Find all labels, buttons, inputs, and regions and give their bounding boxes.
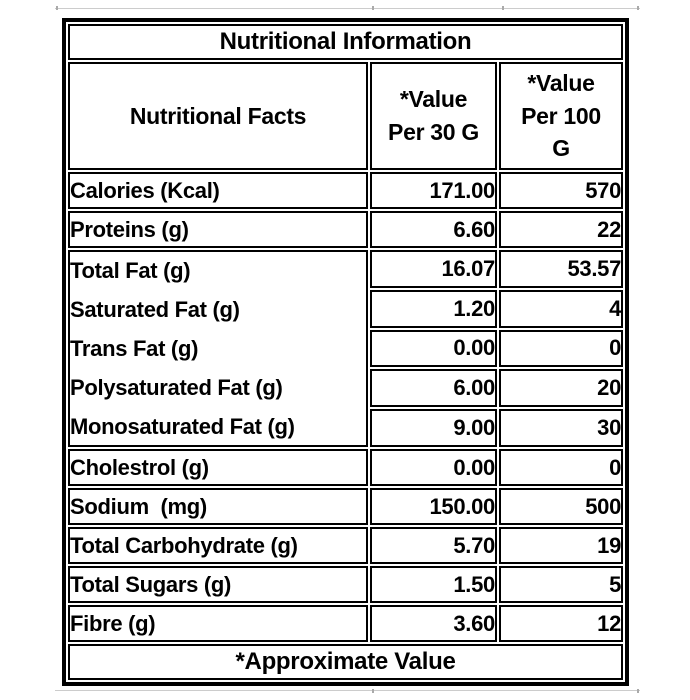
row-label-proteins: Proteins (g) (68, 211, 368, 248)
scan-artifact-tick (502, 6, 504, 10)
value-per-30g: 0.00 (370, 329, 497, 368)
value-per-100g: 500 (499, 488, 624, 525)
row-label-calories: Calories (Kcal) (68, 172, 368, 209)
nutrition-facts-table: Nutritional Information Nutritional Fact… (62, 18, 630, 686)
table-row: Sodium (mg) 150.00 500 (68, 488, 624, 525)
value-per-30g: 3.60 (370, 605, 497, 642)
column-header-value-per-30g: *Value Per 30 G (370, 62, 497, 170)
value-per-30g: 0.00 (370, 449, 497, 486)
scan-artifact-line-bottom (55, 690, 640, 691)
row-label-sodium: Sodium (mg) (68, 488, 368, 525)
value-per-30g: 6.60 (370, 211, 497, 248)
value-per-100g: 5 (499, 566, 624, 603)
value-per-100g: 20 (499, 369, 624, 408)
value-per-30g: 16.07 (370, 250, 497, 288)
row-label-total-fat: Total Fat (g) (70, 258, 191, 283)
scan-artifact-tick (372, 6, 374, 10)
table-row: Total Fat (g) Saturated Fat (g) Trans Fa… (68, 250, 624, 447)
value-per-30g: 1.50 (370, 566, 497, 603)
row-label-monosaturated-fat: Monosaturated Fat (g) (70, 414, 295, 439)
table-row: 9.00 30 (68, 409, 624, 447)
row-label-total-carbohydrate: Total Carbohydrate (g) (68, 527, 368, 564)
fat-group-labels: Total Fat (g) Saturated Fat (g) Trans Fa… (68, 250, 368, 447)
value-per-30g: 150.00 (370, 488, 497, 525)
table-row: Cholestrol (g) 0.00 0 (68, 449, 624, 486)
scan-artifact-tick (637, 6, 639, 10)
row-label-polysaturated-fat: Polysaturated Fat (g) (70, 375, 283, 400)
table-row: Proteins (g) 6.60 22 (68, 211, 624, 248)
value-per-30g: 5.70 (370, 527, 497, 564)
approximate-value-note: *Approximate Value (68, 644, 624, 680)
table-row: Total Carbohydrate (g) 5.70 19 (68, 527, 624, 564)
value-per-100g: 0 (499, 449, 624, 486)
value-per-100g: 12 (499, 605, 624, 642)
value-per-100g: 30 (499, 409, 624, 447)
value-per-100g: 570 (499, 172, 624, 209)
value-per-100g: 22 (499, 211, 624, 248)
value-per-100g: 0 (499, 329, 624, 368)
table-row: 6.00 20 (68, 369, 624, 408)
column-header-nutritional-facts: Nutritional Facts (68, 62, 368, 170)
row-label-saturated-fat: Saturated Fat (g) (70, 297, 240, 322)
value-per-100g: 4 (499, 289, 624, 328)
table-row: Calories (Kcal) 171.00 570 (68, 172, 624, 209)
scan-artifact-tick (637, 689, 639, 693)
table-title: Nutritional Information (68, 24, 624, 60)
row-label-total-sugars: Total Sugars (g) (68, 566, 368, 603)
table-row: 1.20 4 (68, 289, 624, 328)
scan-artifact-tick (372, 689, 374, 693)
scan-artifact-line-top (55, 8, 640, 9)
value-per-30g: 9.00 (370, 409, 497, 447)
table-row: Total Sugars (g) 1.50 5 (68, 566, 624, 603)
table-row: Fibre (g) 3.60 12 (68, 605, 624, 642)
scan-artifact-tick (56, 6, 58, 10)
table-row: 0.00 0 (68, 329, 624, 368)
value-per-100g: 19 (499, 527, 624, 564)
row-label-cholestrol: Cholestrol (g) (68, 449, 368, 486)
value-per-30g: 6.00 (370, 369, 497, 408)
column-header-value-per-100g: *Value Per 100 G (499, 62, 624, 170)
value-per-30g: 171.00 (370, 172, 497, 209)
row-label-trans-fat: Trans Fat (g) (70, 336, 199, 361)
value-per-30g: 1.20 (370, 289, 497, 328)
value-per-100g: 53.57 (499, 250, 624, 288)
row-label-fibre: Fibre (g) (68, 605, 368, 642)
